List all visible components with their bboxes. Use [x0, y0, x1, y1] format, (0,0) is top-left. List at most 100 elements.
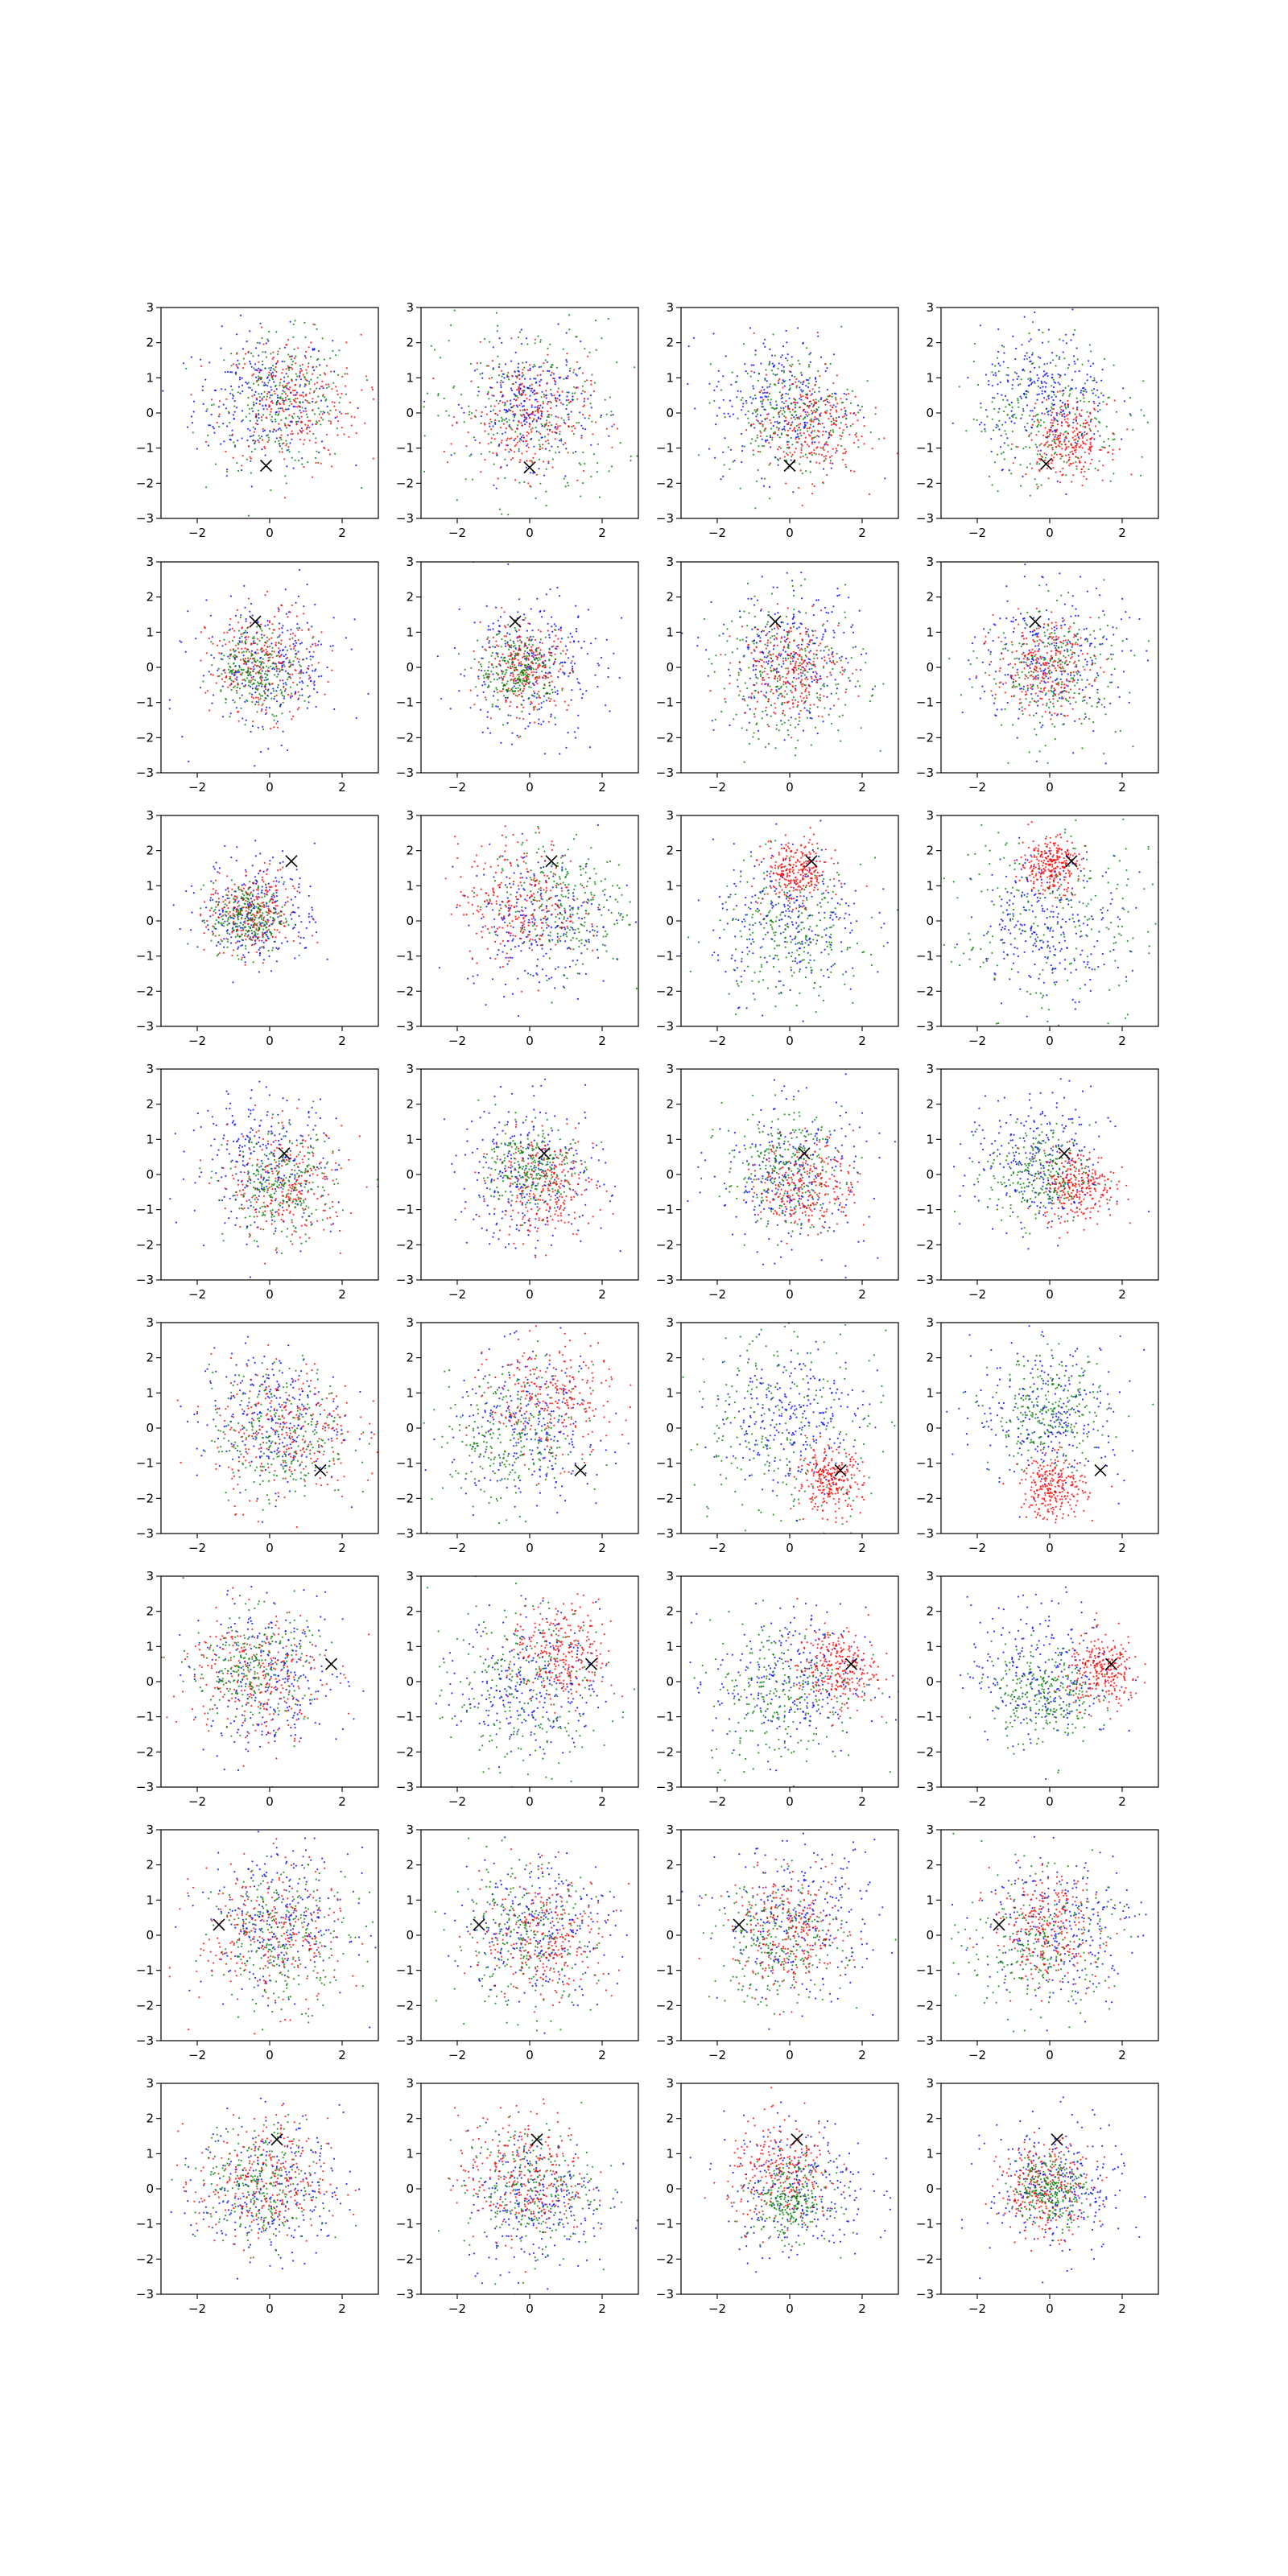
data-point	[815, 453, 817, 456]
data-point	[331, 388, 333, 390]
data-point	[522, 687, 526, 690]
y-tick-label: 2	[146, 590, 154, 605]
data-point	[262, 427, 264, 431]
data-point	[259, 628, 262, 630]
data-point	[791, 444, 794, 446]
data-point	[248, 650, 250, 653]
data-point	[1051, 407, 1054, 410]
data-point	[1101, 369, 1104, 371]
data-point	[233, 400, 236, 402]
data-point	[301, 363, 303, 366]
data-point	[488, 661, 490, 663]
data-point	[1006, 437, 1009, 440]
data-point	[798, 423, 800, 426]
data-point	[1059, 399, 1062, 402]
data-point	[243, 584, 246, 588]
data-point	[785, 392, 787, 395]
data-point	[255, 685, 258, 687]
data-point	[507, 555, 509, 557]
data-point	[346, 373, 349, 375]
data-point	[529, 460, 531, 462]
data-point	[616, 427, 619, 430]
data-point	[242, 654, 245, 657]
data-point	[1075, 419, 1077, 421]
data-point	[227, 663, 229, 665]
data-point	[568, 402, 571, 404]
data-point	[498, 363, 501, 365]
data-point	[497, 633, 500, 635]
data-point	[769, 361, 771, 363]
data-point	[204, 691, 207, 694]
data-point	[229, 617, 232, 620]
data-point	[513, 393, 515, 395]
data-point	[543, 683, 546, 686]
data-point	[258, 684, 260, 687]
data-point	[1053, 394, 1055, 396]
data-point	[329, 409, 332, 412]
data-point	[1038, 421, 1040, 423]
data-point	[321, 413, 324, 415]
data-point	[1088, 427, 1091, 430]
data-point	[576, 336, 578, 338]
data-point	[222, 669, 225, 672]
data-point	[568, 672, 571, 675]
data-point	[564, 423, 567, 425]
data-point	[829, 462, 832, 464]
data-point	[277, 683, 279, 687]
data-point	[294, 406, 296, 408]
data-point	[264, 367, 266, 369]
data-point	[283, 411, 285, 413]
data-point	[525, 668, 528, 671]
data-point	[595, 349, 597, 351]
data-point	[1084, 434, 1086, 436]
data-point	[811, 438, 813, 441]
data-point	[553, 394, 555, 397]
data-point	[549, 700, 551, 703]
data-point	[810, 460, 812, 463]
data-point	[540, 702, 543, 704]
data-point	[510, 389, 514, 392]
data-point	[268, 367, 270, 369]
data-point	[1042, 332, 1044, 334]
data-point	[221, 325, 223, 328]
data-point	[287, 375, 289, 378]
data-point	[799, 432, 802, 435]
data-point	[534, 365, 536, 368]
data-point	[770, 422, 772, 424]
data-point	[287, 749, 289, 752]
data-point	[851, 390, 854, 392]
data-point	[230, 371, 233, 374]
data-point	[502, 657, 505, 659]
data-point	[791, 580, 794, 582]
data-point	[541, 436, 543, 439]
data-point	[852, 624, 854, 626]
data-point	[312, 670, 314, 672]
data-point	[290, 677, 292, 679]
x-tick-label: −2	[708, 526, 726, 540]
data-point	[1011, 387, 1013, 390]
data-point	[267, 340, 270, 342]
data-point	[230, 353, 233, 355]
data-point	[559, 641, 562, 643]
data-point	[532, 653, 535, 655]
data-point	[824, 411, 827, 414]
data-point	[517, 427, 519, 431]
data-point	[539, 649, 542, 651]
data-point	[1113, 438, 1116, 440]
data-point	[509, 667, 512, 669]
data-point	[499, 467, 502, 469]
data-point	[492, 695, 495, 697]
data-point	[539, 410, 543, 412]
data-point	[212, 674, 214, 676]
data-point	[509, 426, 511, 428]
data-point	[756, 434, 758, 436]
y-tick-label: 2	[406, 336, 414, 350]
data-point	[522, 672, 524, 675]
data-point	[557, 425, 559, 427]
data-point	[237, 469, 240, 473]
data-point	[275, 437, 278, 440]
data-point	[574, 392, 576, 394]
data-point	[492, 367, 495, 369]
data-point	[539, 642, 541, 644]
data-point	[293, 412, 295, 415]
